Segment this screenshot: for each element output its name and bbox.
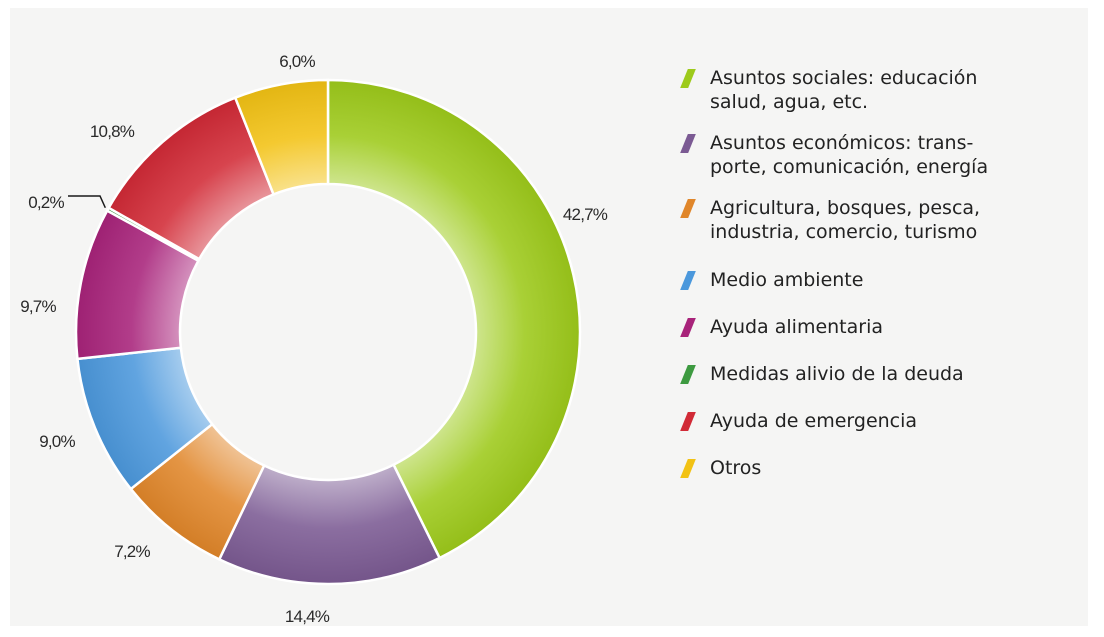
legend-label-line: Ayuda de emergencia xyxy=(710,410,918,432)
legend-item-agricultura-bosques-pesca-industria-comercio-turismo: Agricultura, bosques, pesca, industria, c… xyxy=(680,196,1100,244)
legend-label-line: Medio ambiente xyxy=(710,269,864,291)
legend-label-line: Otros xyxy=(710,457,762,479)
slice-label-ayuda-de-emergencia: 10,8% xyxy=(90,122,135,141)
legend-swatch xyxy=(680,365,696,384)
legend-swatch xyxy=(680,199,696,218)
slice-label-medidas-alivio-de-la-deuda: 0,2% xyxy=(28,193,64,212)
legend-item-asuntos-economicos-transporte-comunicacion-energia: Asuntos económicos: trans-porte, comunic… xyxy=(680,131,1100,179)
legend-swatch xyxy=(680,69,696,88)
legend-label-line: Asuntos sociales: educación xyxy=(710,67,978,89)
legend-label-line: industria, comercio, turismo xyxy=(710,221,978,243)
slice-label-medio-ambiente: 9,0% xyxy=(39,432,75,451)
legend-swatch xyxy=(680,318,696,337)
legend-item-medidas-alivio-de-la-deuda: Medidas alivio de la deuda xyxy=(680,362,1100,386)
slice-label-agricultura-bosques-pesca-industria-comercio-turismo: 7,2% xyxy=(114,542,150,561)
legend: Asuntos sociales: educación salud, agua, … xyxy=(680,66,1100,480)
legend-item-medio-ambiente: Medio ambiente xyxy=(680,268,1100,292)
legend-label-line: Medidas alivio de la deuda xyxy=(710,363,964,385)
slice-label-asuntos-sociales-educacion-salud-agua-etc: 42,7% xyxy=(563,205,608,224)
legend-swatch xyxy=(680,459,696,478)
donut-slices xyxy=(74,78,582,586)
legend-item-ayuda-de-emergencia: Ayuda de emergencia xyxy=(680,409,1100,433)
slice-otros xyxy=(233,78,330,197)
legend-swatch xyxy=(680,271,696,290)
slice-label-asuntos-economicos-transporte-comunicacion-energia: 14,4% xyxy=(285,607,330,626)
legend-item-asuntos-sociales-educacion-salud-agua-etc: Asuntos sociales: educación salud, agua, … xyxy=(680,66,1100,114)
legend-label-line: Agricultura, bosques, pesca, xyxy=(710,197,981,219)
slice-label-ayuda-alimentaria: 9,7% xyxy=(20,297,56,316)
slice-label-otros: 6,0% xyxy=(279,52,315,71)
slice-labels: 42,7% 14,4% 7,2% 9,0% 9,7% 0,2% 10,8% 6,0% xyxy=(20,52,608,626)
legend-label-line: Ayuda alimentaria xyxy=(710,316,884,338)
legend-label-line: porte, comunicación, energía xyxy=(710,156,989,178)
legend-swatch xyxy=(680,134,696,153)
legend-item-ayuda-alimentaria: Ayuda alimentaria xyxy=(680,315,1100,339)
leader-line-medidas-alivio-de-la-deuda xyxy=(68,195,107,209)
legend-swatch xyxy=(680,412,696,431)
legend-label-line: salud, agua, etc. xyxy=(710,91,869,113)
donut-chart: 42,7% 14,4% 7,2% 9,0% 9,7% 0,2% 10,8% 6,0% xyxy=(20,52,608,626)
slice-asuntos-sociales-educacion-salud-agua-etc xyxy=(326,78,582,560)
legend-item-otros: Otros xyxy=(680,456,1100,480)
legend-label-line: Asuntos económicos: trans- xyxy=(710,132,974,154)
